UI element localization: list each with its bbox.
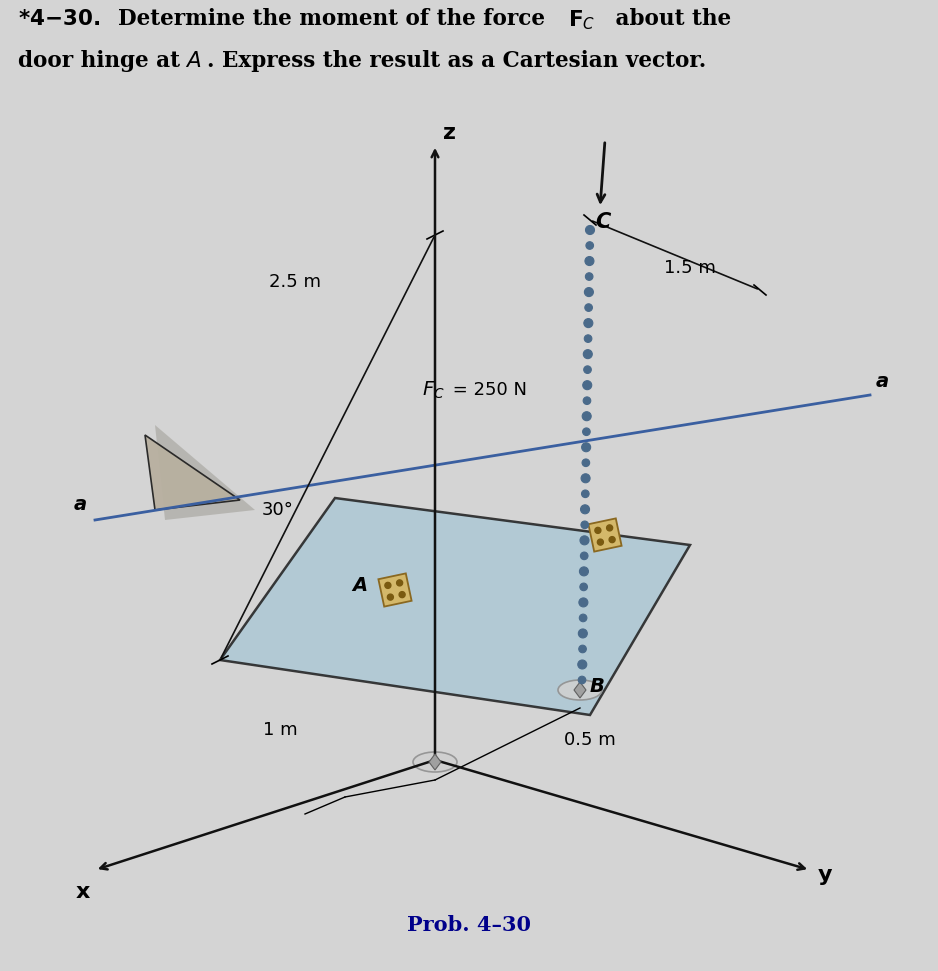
Text: z: z [443, 123, 456, 143]
Polygon shape [155, 425, 255, 520]
Bar [378, 574, 412, 607]
Circle shape [583, 350, 592, 358]
Circle shape [582, 428, 590, 436]
Circle shape [581, 474, 590, 483]
Circle shape [579, 629, 587, 638]
Polygon shape [145, 435, 240, 510]
Text: 1 m: 1 m [263, 721, 297, 739]
Circle shape [584, 335, 592, 343]
Circle shape [583, 397, 591, 405]
Text: $\mathit{A}$: $\mathit{A}$ [185, 50, 202, 72]
Circle shape [584, 287, 594, 296]
Text: $\mathbf{F}_{C}$: $\mathbf{F}_{C}$ [568, 8, 596, 32]
Text: a: a [74, 495, 87, 514]
Polygon shape [574, 682, 586, 698]
Text: 2.5 m: 2.5 m [269, 273, 321, 291]
Text: $\mathbf{*4{-}30.}$: $\mathbf{*4{-}30.}$ [18, 8, 100, 30]
Circle shape [585, 225, 595, 235]
Circle shape [578, 660, 587, 669]
Polygon shape [220, 498, 690, 715]
Circle shape [385, 583, 391, 588]
Text: 1.5 m: 1.5 m [664, 259, 716, 277]
Circle shape [397, 580, 402, 586]
Circle shape [582, 459, 590, 466]
Circle shape [584, 304, 593, 312]
Circle shape [582, 490, 589, 497]
Text: Determine the moment of the force: Determine the moment of the force [103, 8, 552, 30]
Polygon shape [429, 754, 441, 770]
Circle shape [585, 256, 594, 265]
Text: a: a [876, 372, 889, 391]
Circle shape [582, 381, 592, 389]
Circle shape [583, 366, 591, 374]
Circle shape [595, 527, 601, 533]
Circle shape [579, 645, 586, 653]
Circle shape [399, 591, 405, 597]
Text: $F_C$: $F_C$ [422, 380, 445, 401]
Circle shape [578, 676, 586, 684]
Circle shape [580, 584, 587, 590]
Bar [588, 519, 622, 552]
Circle shape [607, 525, 613, 531]
Circle shape [586, 242, 594, 250]
Ellipse shape [413, 752, 457, 772]
Circle shape [581, 552, 588, 559]
Text: . Express the result as a Cartesian vector.: . Express the result as a Cartesian vect… [207, 50, 706, 72]
Text: 0.5 m: 0.5 m [564, 731, 616, 749]
Text: x: x [76, 882, 90, 902]
Circle shape [580, 567, 588, 576]
Text: door hinge at: door hinge at [18, 50, 188, 72]
Text: A: A [352, 576, 367, 594]
Circle shape [581, 521, 588, 528]
Circle shape [582, 443, 591, 452]
Circle shape [598, 539, 603, 545]
Ellipse shape [558, 680, 602, 700]
Text: B: B [590, 677, 605, 695]
Circle shape [581, 505, 590, 514]
Text: C: C [595, 212, 611, 232]
Circle shape [387, 594, 393, 600]
Circle shape [583, 318, 593, 327]
Circle shape [580, 536, 589, 545]
Text: Prob. 4–30: Prob. 4–30 [407, 915, 531, 935]
Circle shape [580, 614, 587, 621]
Circle shape [609, 537, 615, 543]
Text: 30°: 30° [262, 501, 294, 519]
Circle shape [579, 598, 588, 607]
Circle shape [582, 412, 591, 420]
Circle shape [585, 273, 593, 281]
Text: about the: about the [608, 8, 731, 30]
Text: = 250 N: = 250 N [447, 381, 527, 399]
Text: y: y [818, 865, 833, 885]
